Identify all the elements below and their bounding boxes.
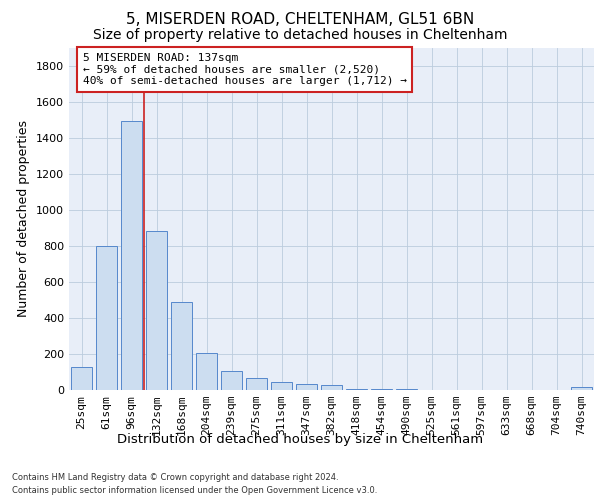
Y-axis label: Number of detached properties: Number of detached properties (17, 120, 31, 318)
Bar (96, 246, 117, 390)
Bar (371, 389, 392, 390)
Bar (246, 378, 267, 390)
Text: Contains HM Land Registry data © Crown copyright and database right 2024.: Contains HM Land Registry data © Crown c… (12, 472, 338, 482)
Text: Contains public sector information licensed under the Open Government Licence v3: Contains public sector information licen… (12, 486, 377, 495)
Bar (71, 368, 92, 390)
Bar (571, 388, 592, 390)
Text: 5 MISERDEN ROAD: 137sqm
← 59% of detached houses are smaller (2,520)
40% of semi: 5 MISERDEN ROAD: 137sqm ← 59% of detache… (83, 53, 407, 86)
Bar (146, 232, 167, 390)
Bar (271, 382, 292, 390)
Bar (346, 388, 367, 390)
Bar (171, 302, 192, 390)
Text: Size of property relative to detached houses in Cheltenham: Size of property relative to detached ho… (93, 28, 507, 42)
Bar (321, 386, 342, 390)
Bar (196, 353, 217, 390)
Bar (121, 122, 142, 390)
Bar (296, 384, 317, 390)
Text: Distribution of detached houses by size in Cheltenham: Distribution of detached houses by size … (117, 432, 483, 446)
Bar (221, 371, 242, 390)
Text: 5, MISERDEN ROAD, CHELTENHAM, GL51 6BN: 5, MISERDEN ROAD, CHELTENHAM, GL51 6BN (126, 12, 474, 28)
